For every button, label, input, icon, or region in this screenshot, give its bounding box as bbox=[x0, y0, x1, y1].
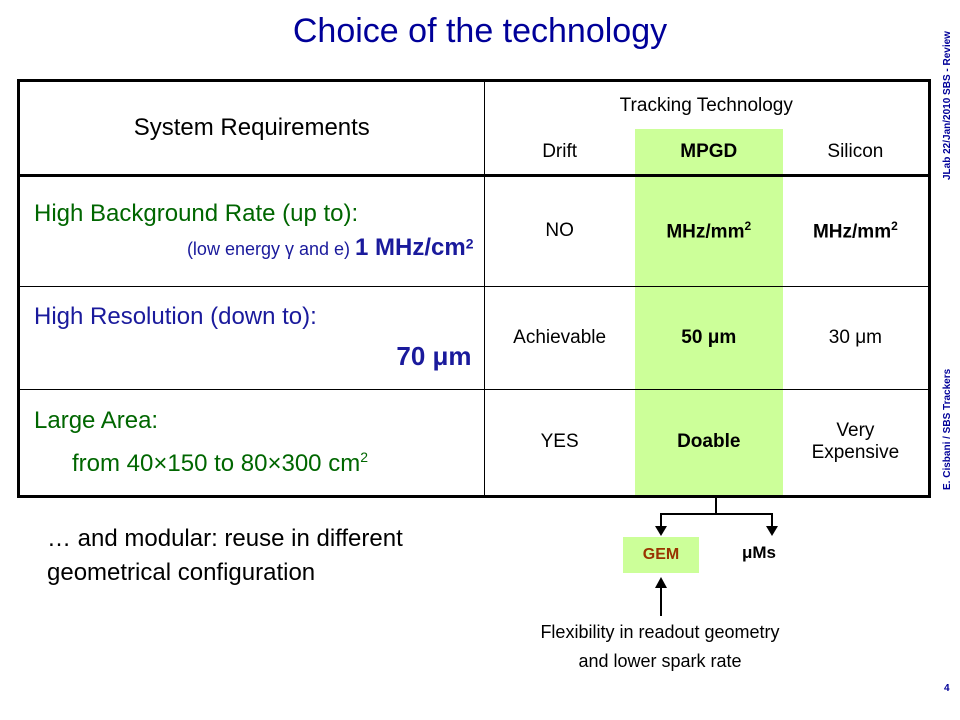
requirement-resolution: High Resolution (down to): 70 μm bbox=[18, 285, 485, 390]
page-number: 4 bbox=[944, 683, 950, 694]
gem-label: GEM bbox=[623, 537, 699, 573]
gamma-symbol: γ bbox=[284, 239, 294, 260]
header-tracking-technology: Tracking Technology bbox=[483, 80, 931, 130]
cell-mpgd: MHz/mm2 bbox=[634, 174, 783, 287]
cell-silicon: 30 μm bbox=[782, 285, 930, 390]
table-row: Large Area: from 40×150 to 80×300 cm2 YE… bbox=[18, 388, 930, 498]
cell-mpgd: Doable bbox=[634, 388, 783, 498]
requirement-large-area: Large Area: from 40×150 to 80×300 cm2 bbox=[18, 388, 485, 498]
connector-stem bbox=[715, 498, 717, 514]
cell-drift: NO bbox=[483, 174, 635, 287]
footer-author-label: E. Cisbani / SBS Trackers bbox=[942, 368, 953, 490]
header-system-requirements: System Requirements bbox=[18, 80, 485, 177]
requirement-value: 70 μm bbox=[396, 341, 472, 372]
arrow-up-icon bbox=[655, 577, 667, 616]
requirement-value-sup: 2 bbox=[465, 236, 474, 253]
requirement-title: Large Area: bbox=[34, 406, 159, 434]
requirement-detail: (low energy γ and e) 1 MHz/cm2 bbox=[34, 234, 484, 262]
cell-silicon: MHz/mm2 bbox=[782, 174, 930, 287]
requirements-table: System Requirements Tracking Technology … bbox=[17, 79, 931, 498]
connector-bar bbox=[660, 513, 772, 515]
cell-silicon-sup: 2 bbox=[891, 219, 898, 234]
requirement-value: from 40×150 to 80×300 cm bbox=[72, 449, 361, 477]
table-row: High Resolution (down to): 70 μm Achieva… bbox=[18, 285, 930, 390]
cell-mpgd: 50 μm bbox=[634, 285, 783, 390]
requirement-detail: from 40×150 to 80×300 cm2 bbox=[34, 449, 484, 478]
requirement-detail-mid: and e) bbox=[293, 239, 356, 260]
cell-mpgd-value: MHz/mm bbox=[666, 221, 745, 243]
requirement-background-rate: High Background Rate (up to): (low energ… bbox=[18, 174, 485, 287]
cell-drift: YES bbox=[483, 388, 635, 498]
flexibility-note: Flexibility in readout geometry and lowe… bbox=[480, 618, 840, 676]
modular-note: … and modular: reuse in different geomet… bbox=[47, 525, 403, 586]
cell-silicon: Very Expensive bbox=[782, 388, 930, 498]
requirement-title: High Resolution (down to): bbox=[34, 303, 317, 331]
requirement-title: High Background Rate (up to): bbox=[34, 200, 359, 228]
header-mpgd: MPGD bbox=[634, 129, 783, 177]
requirement-value: 1 MHz/cm bbox=[355, 234, 466, 262]
arrow-to-gem-icon bbox=[655, 513, 667, 536]
flexibility-line2: and lower spark rate bbox=[578, 651, 742, 671]
cell-silicon-value: MHz/mm bbox=[812, 221, 892, 243]
table-row: High Background Rate (up to): (low energ… bbox=[18, 174, 930, 287]
arrow-to-ums-icon bbox=[766, 513, 778, 536]
footer-date-label: JLab 22/Jan/2010 SBS - Review bbox=[942, 31, 953, 180]
slide-title: Choice of the technology bbox=[292, 12, 668, 50]
cell-silicon-line1: Very bbox=[836, 420, 875, 442]
header-drift: Drift bbox=[483, 129, 635, 177]
cell-mpgd-sup: 2 bbox=[744, 219, 752, 234]
cell-silicon-line2: Expensive bbox=[811, 442, 900, 464]
flexibility-line1: Flexibility in readout geometry bbox=[540, 622, 780, 642]
requirement-value-sup: 2 bbox=[360, 448, 368, 465]
ums-label: μMs bbox=[742, 543, 777, 562]
requirement-detail-prefix: (low energy bbox=[186, 239, 285, 260]
header-silicon: Silicon bbox=[782, 129, 930, 177]
cell-drift: Achievable bbox=[483, 285, 635, 390]
